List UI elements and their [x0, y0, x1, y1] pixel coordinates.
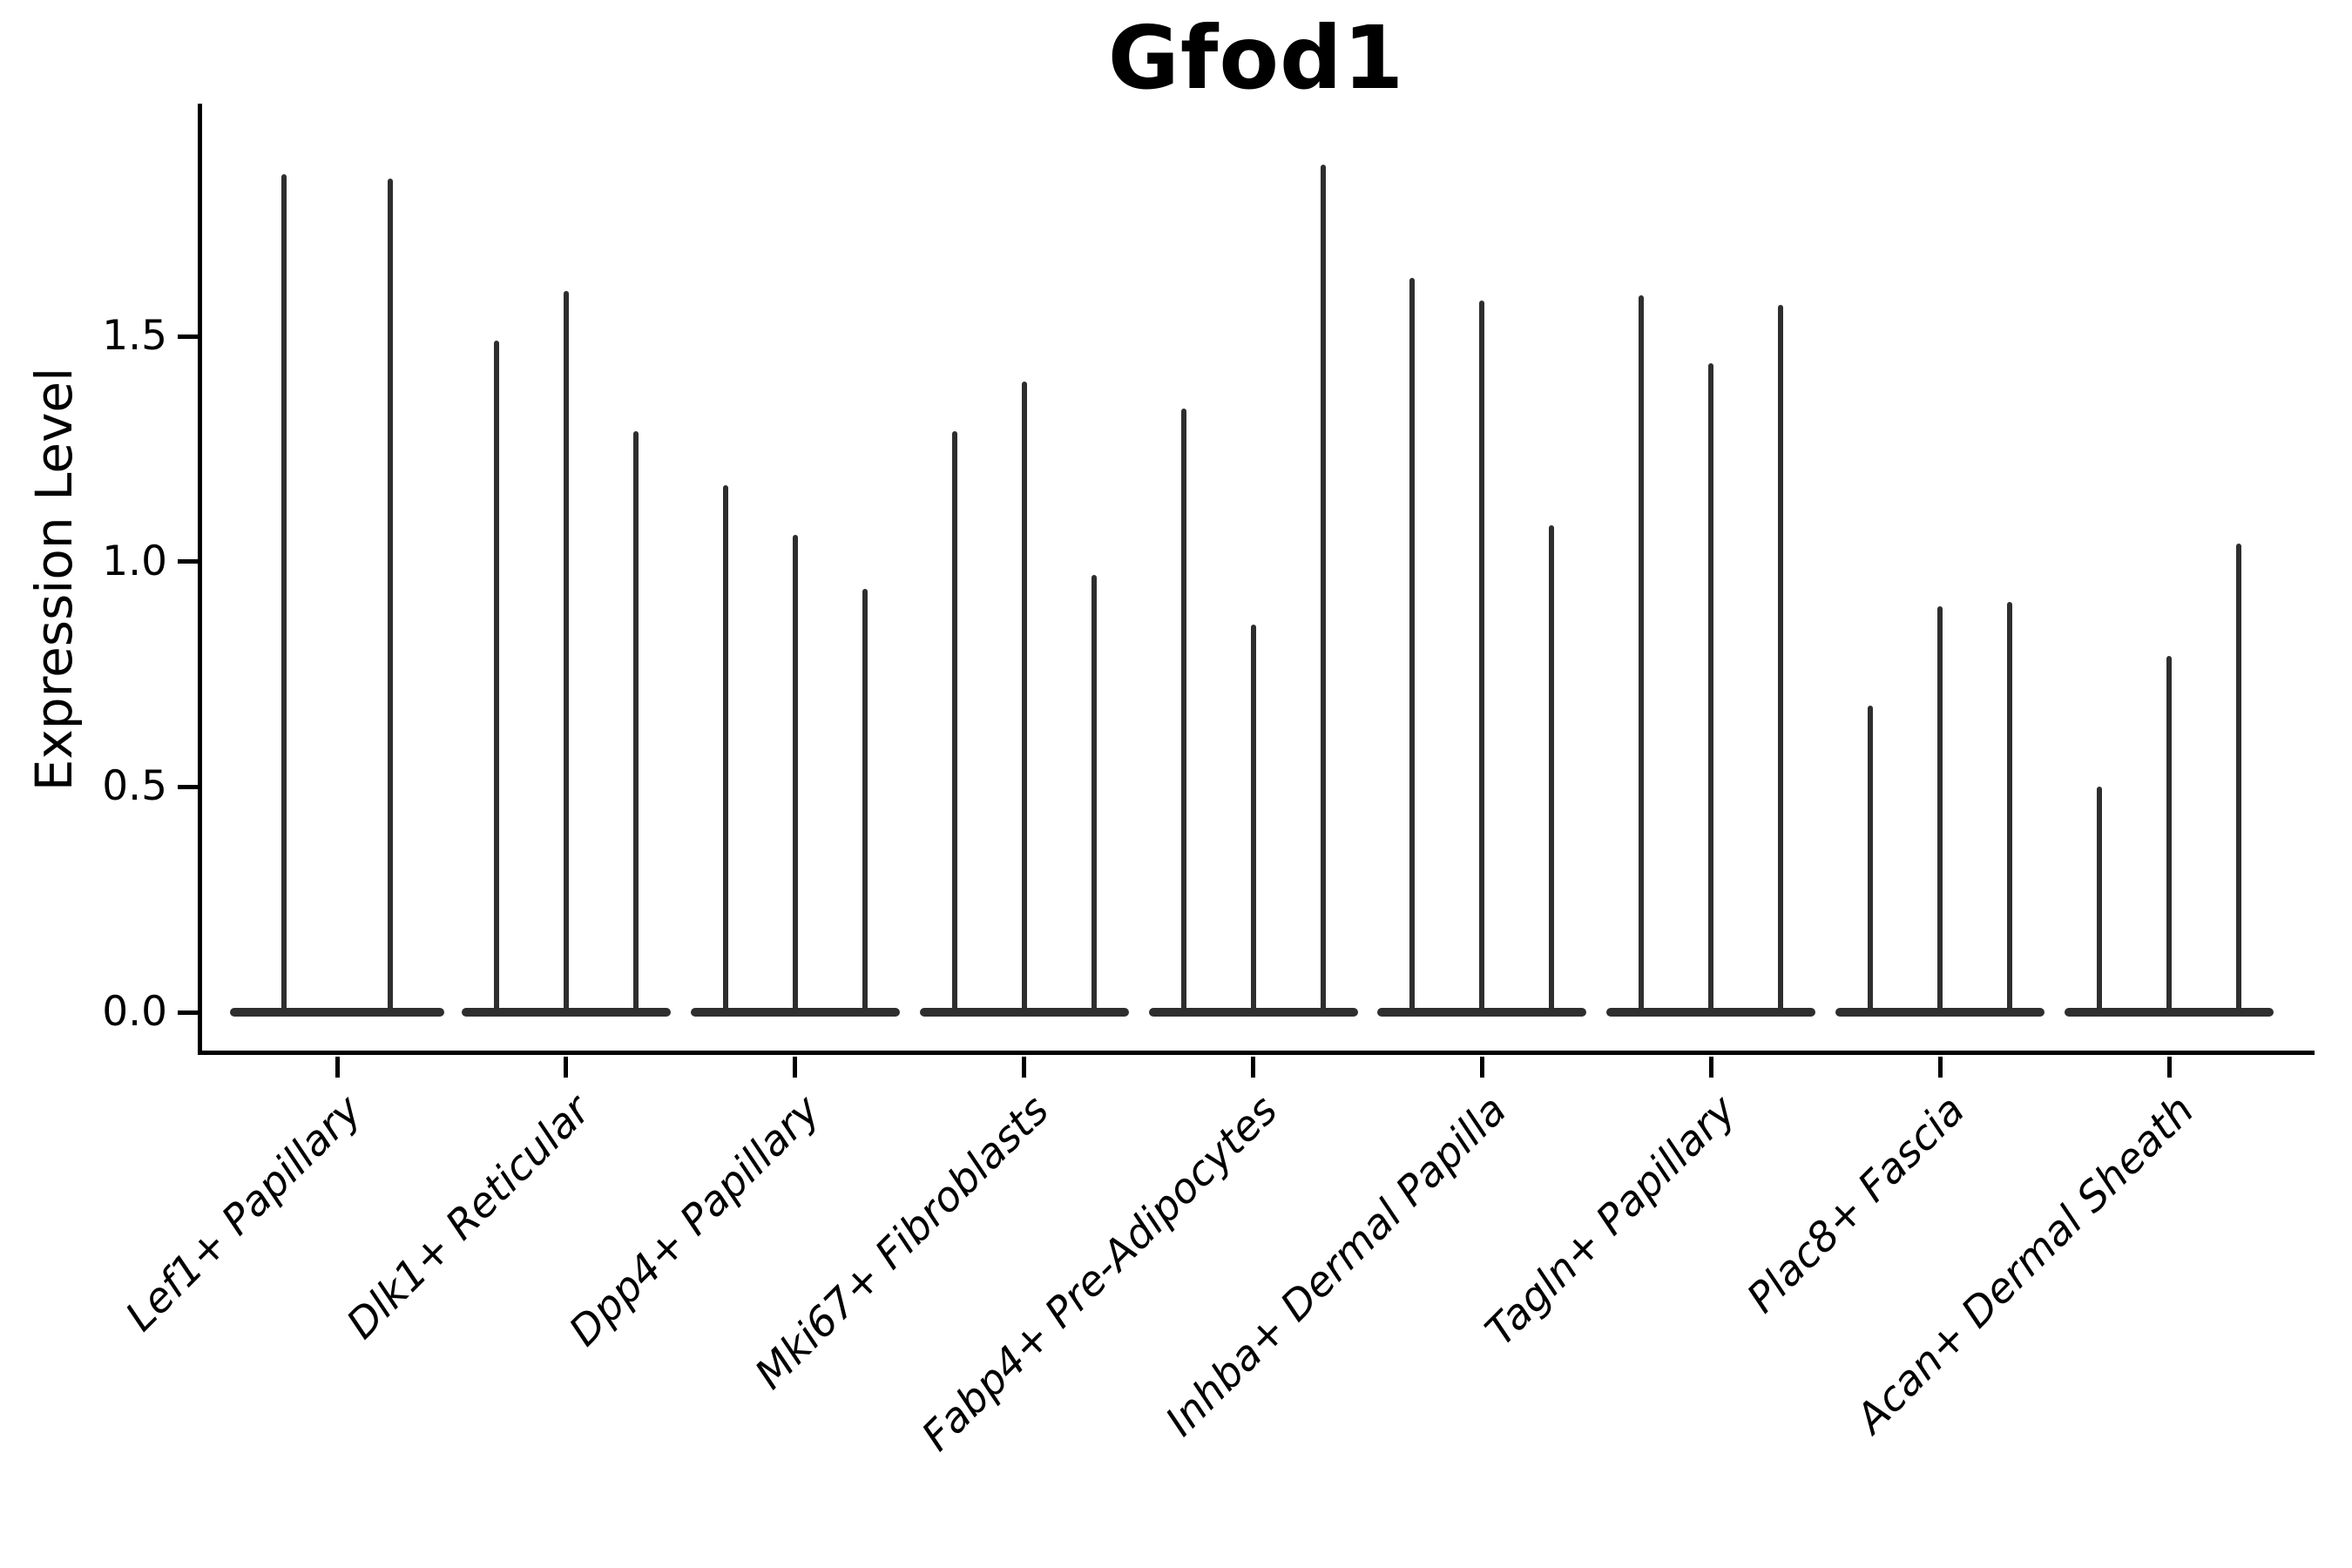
violin-max-spike — [1409, 277, 1416, 1012]
violin-max-spike — [1479, 300, 1485, 1012]
violin-max-spike — [1937, 606, 1943, 1012]
violin-zero-density-base — [2065, 1008, 2274, 1017]
violin-zero-density-base — [1148, 1008, 1358, 1017]
y-tick-mark — [178, 334, 198, 339]
x-tick-mark — [1479, 1057, 1484, 1078]
violin-max-spike — [1250, 625, 1256, 1012]
y-tick-mark — [178, 784, 198, 789]
plot-area — [198, 104, 2315, 1055]
violin-max-spike — [862, 588, 868, 1012]
x-tick-label: Lef1+ Papillary — [116, 1086, 371, 1342]
violin-max-spike — [1549, 525, 1555, 1012]
violin-max-spike — [951, 430, 957, 1012]
x-tick-mark — [793, 1057, 798, 1078]
chart-title: Gfod1 — [1107, 7, 1405, 109]
x-tick-mark — [1708, 1057, 1713, 1078]
violin-max-spike — [281, 173, 287, 1012]
violin-zero-density-base — [919, 1008, 1129, 1017]
violin-zero-density-base — [230, 1008, 444, 1017]
violin-max-spike — [2236, 544, 2241, 1012]
violin-zero-density-base — [1606, 1008, 1816, 1017]
x-tick-mark — [1251, 1057, 1255, 1078]
violin-zero-density-base — [1377, 1008, 1587, 1017]
violin-max-spike — [2166, 656, 2172, 1012]
y-tick-label: 0.5 — [102, 762, 167, 811]
violin-max-spike — [1091, 575, 1097, 1012]
x-tick-label: Dpp4+ Papillary — [559, 1086, 829, 1356]
x-tick-mark — [564, 1057, 569, 1078]
x-tick-label: Tagln+ Papillary — [1476, 1086, 1746, 1355]
y-tick-label: 1.0 — [102, 537, 167, 585]
violin-zero-density-base — [690, 1008, 900, 1017]
violin-max-spike — [1639, 295, 1645, 1012]
x-tick-label: Plac8+ Fascia — [1737, 1086, 1975, 1323]
violin-max-spike — [2097, 787, 2102, 1012]
violin-max-spike — [563, 291, 569, 1012]
violin-max-spike — [1708, 363, 1714, 1012]
violin-zero-density-base — [1835, 1008, 2045, 1017]
y-tick-mark — [178, 1010, 198, 1015]
y-tick-label: 0.0 — [102, 988, 167, 1036]
violin-max-spike — [722, 484, 728, 1012]
violin-max-spike — [632, 430, 639, 1012]
x-tick-mark — [2166, 1057, 2172, 1078]
violin-max-spike — [1320, 165, 1326, 1012]
x-tick-label: Dlk1+ Reticular — [337, 1086, 600, 1348]
x-tick-mark — [335, 1057, 340, 1078]
violin-max-spike — [493, 341, 499, 1012]
violin-max-spike — [1868, 706, 1874, 1012]
violin-max-spike — [2007, 602, 2013, 1012]
violin-max-spike — [388, 178, 393, 1012]
violin-zero-density-base — [461, 1008, 671, 1017]
y-tick-label: 1.5 — [102, 312, 167, 361]
x-tick-mark — [1937, 1057, 1943, 1078]
violin-max-spike — [1778, 304, 1784, 1012]
x-tick-mark — [1022, 1057, 1027, 1078]
violin-max-spike — [1021, 381, 1027, 1012]
violin-max-spike — [792, 534, 798, 1012]
violin-max-spike — [1180, 408, 1186, 1012]
y-tick-mark — [178, 559, 198, 564]
